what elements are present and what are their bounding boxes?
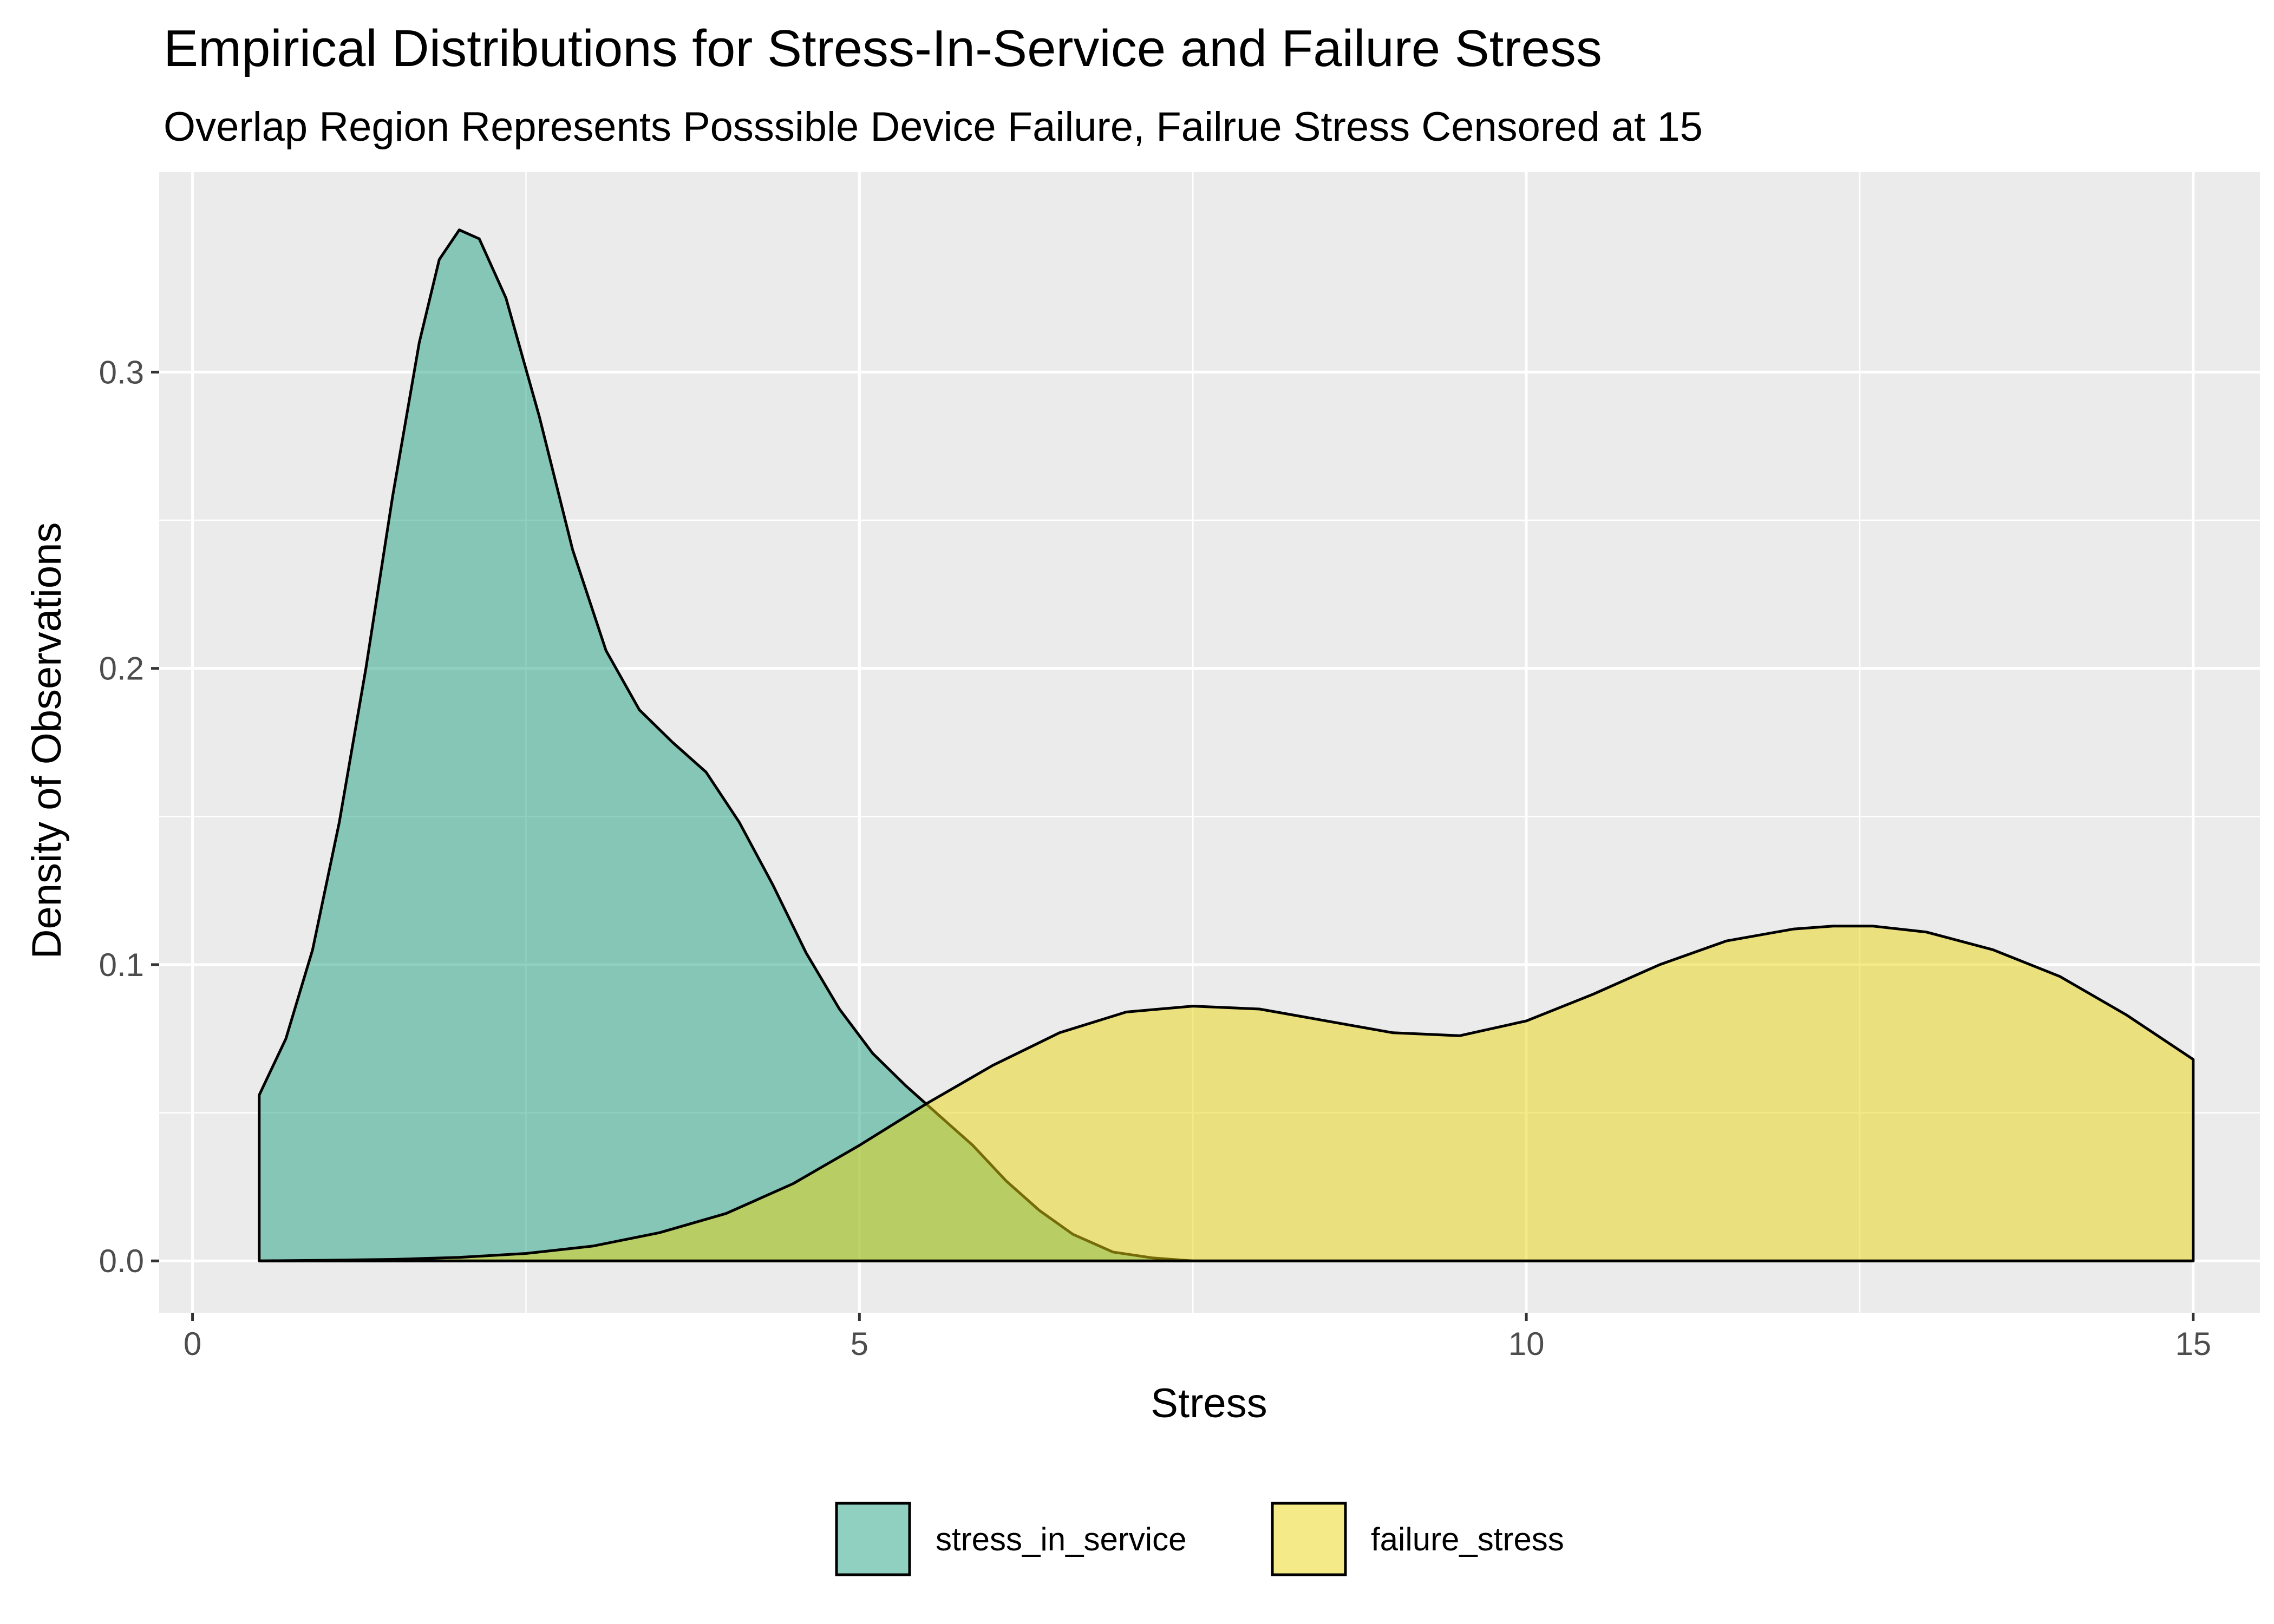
density-areas <box>258 228 2195 1262</box>
y-tick-label: 0.3 <box>99 354 144 390</box>
legend-label-stress-in-service: stress_in_service <box>936 1521 1187 1557</box>
y-tick-label: 0.1 <box>99 947 144 983</box>
chart-subtitle: Overlap Region Represents Posssible Devi… <box>164 104 1703 150</box>
axes: 0 5 10 15 0.0 0.1 0.2 0.3 <box>99 354 2212 1362</box>
density-area-failure-stress <box>258 925 2195 1262</box>
legend-key-failure-stress <box>1271 1502 1347 1576</box>
x-tick-label: 5 <box>851 1326 868 1362</box>
x-tick-label: 0 <box>184 1326 201 1362</box>
chart-title: Empirical Distributions for Stress-In-Se… <box>164 19 1602 77</box>
y-tick-label: 0.0 <box>99 1243 144 1279</box>
y-tick-label: 0.2 <box>99 651 144 687</box>
legend: stress_in_service failure_stress <box>835 1502 1564 1576</box>
x-tick-label: 10 <box>1508 1326 1545 1362</box>
y-axis-title: Density of Observations <box>24 522 70 959</box>
legend-label-failure-stress: failure_stress <box>1371 1521 1564 1557</box>
x-axis-title: Stress <box>1151 1380 1267 1426</box>
legend-key-stress-in-service <box>835 1502 911 1576</box>
x-tick-label: 15 <box>2175 1326 2211 1362</box>
